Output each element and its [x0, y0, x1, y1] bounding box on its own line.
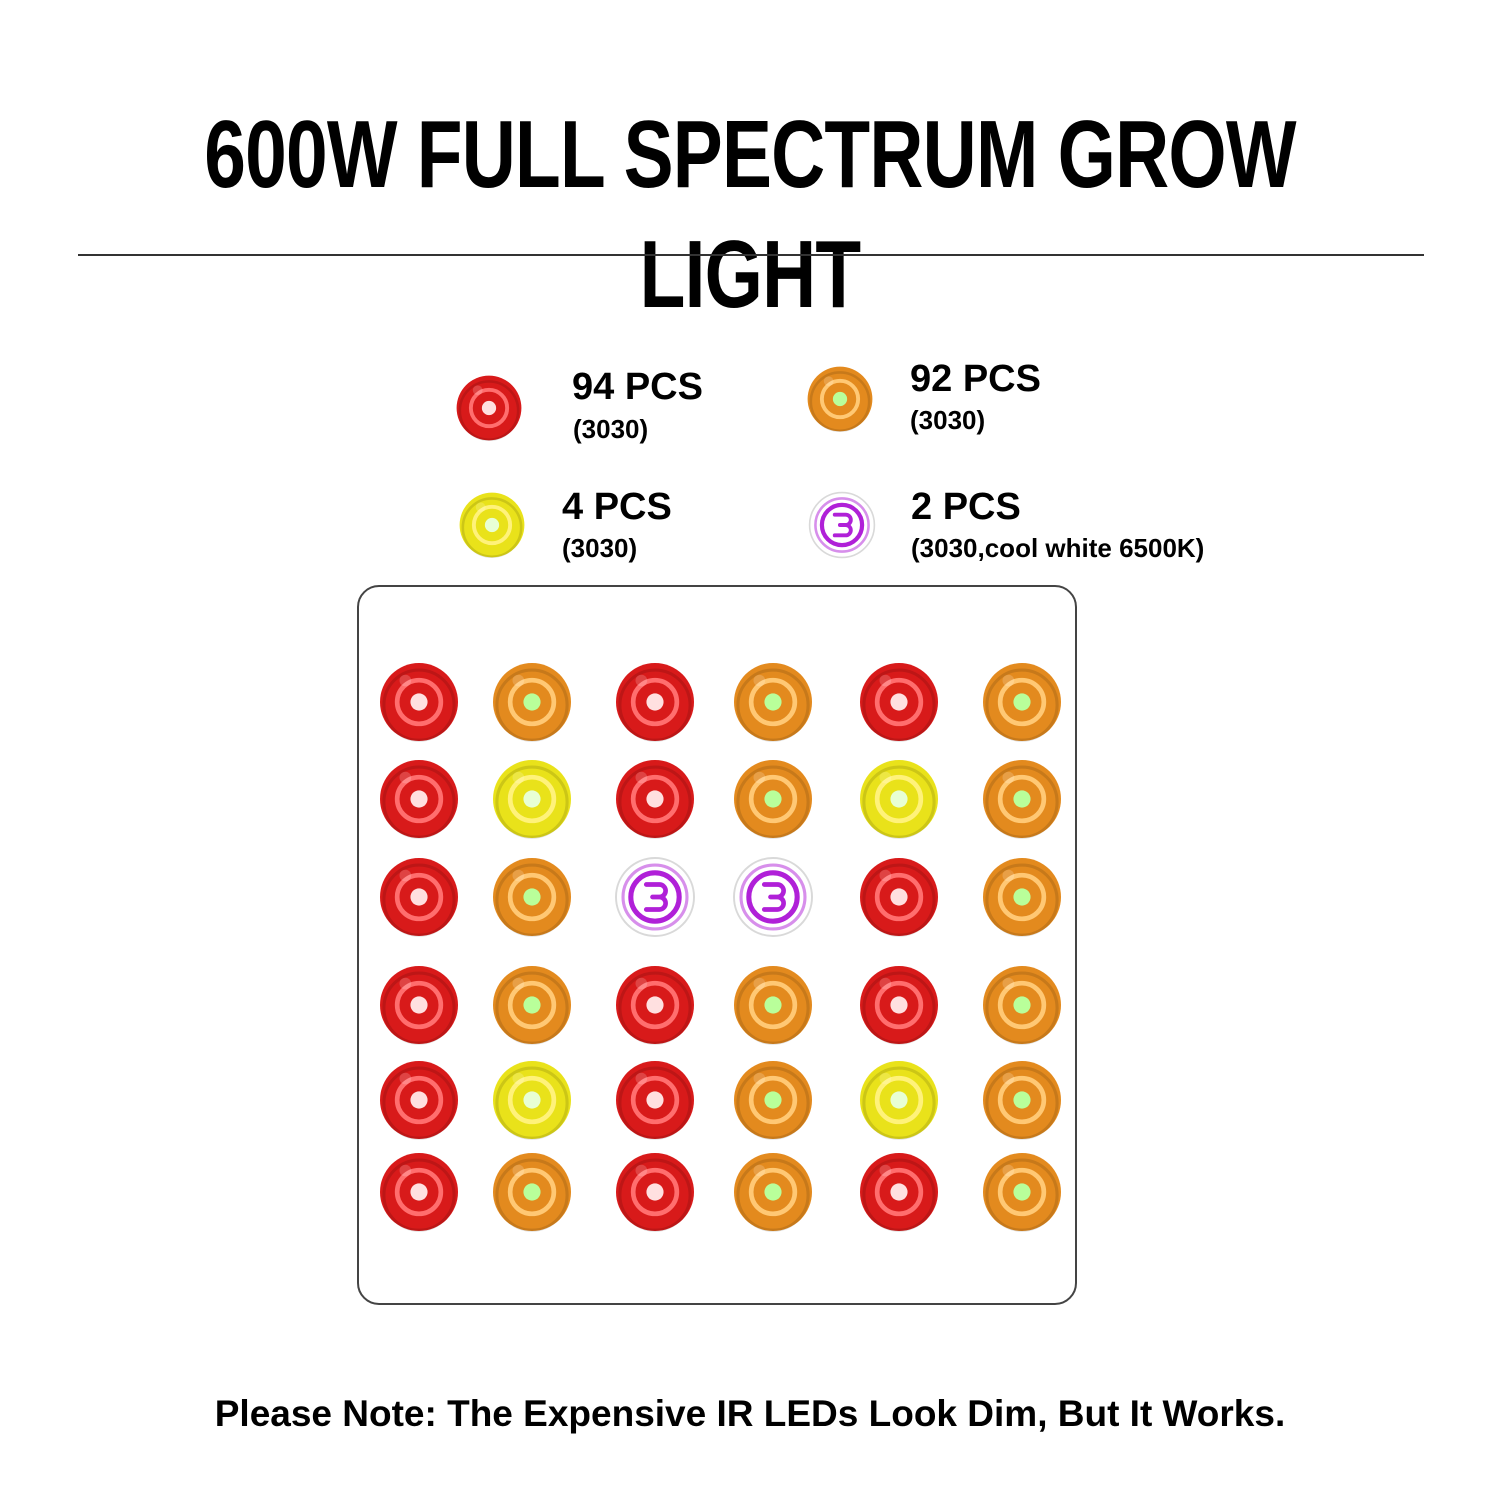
- red-led-icon: [380, 1153, 458, 1232]
- legend-spec-yellow: (3030): [562, 533, 638, 563]
- yellow-led-icon: [860, 1061, 938, 1140]
- orange-led-icon: [983, 760, 1061, 839]
- orange-led-icon: [807, 366, 873, 433]
- orange-led-icon: [983, 1153, 1061, 1232]
- cool-white-led-icon: [808, 491, 876, 559]
- legend-count-white: 2 PCS: [911, 486, 1021, 528]
- led-grid: [380, 663, 1061, 1232]
- legend-count-orange: 92 PCS: [910, 358, 1041, 400]
- footnote: Please Note: The Expensive IR LEDs Look …: [214, 1393, 1286, 1434]
- legend-count-yellow: 4 PCS: [562, 486, 672, 528]
- yellow-led-icon: [860, 760, 938, 839]
- yellow-led-icon: [493, 760, 571, 839]
- yellow-led-icon: [493, 1061, 571, 1140]
- red-led-icon: [380, 760, 458, 839]
- orange-led-icon: [493, 663, 571, 742]
- cool-white-led-icon: [733, 857, 813, 937]
- cool-white-led-icon: [615, 857, 695, 937]
- orange-led-icon: [983, 858, 1061, 937]
- legend-spec-white: (3030,cool white 6500K): [911, 533, 1205, 563]
- red-led-icon: [860, 663, 938, 742]
- orange-led-icon: [983, 966, 1061, 1045]
- led-panel: [357, 585, 1077, 1305]
- red-led-icon: [380, 966, 458, 1045]
- orange-led-icon: [734, 760, 812, 839]
- title-divider: [78, 254, 1424, 256]
- page-title: 600W FULL SPECTRUM GROW LIGHT: [204, 101, 1296, 328]
- legend-spec-orange: (3030): [910, 405, 986, 435]
- orange-led-icon: [734, 1153, 812, 1232]
- orange-led-icon: [983, 1061, 1061, 1140]
- legend-count-red: 94 PCS: [572, 366, 703, 408]
- orange-led-icon: [493, 858, 571, 937]
- orange-led-icon: [493, 966, 571, 1045]
- yellow-led-icon: [459, 492, 525, 559]
- orange-led-icon: [734, 663, 812, 742]
- red-led-icon: [616, 1153, 694, 1232]
- red-led-icon: [380, 1061, 458, 1140]
- red-led-icon: [860, 966, 938, 1045]
- red-led-icon: [616, 760, 694, 839]
- red-led-icon: [860, 858, 938, 937]
- legend-spec-red: (3030): [573, 414, 649, 444]
- orange-led-icon: [493, 1153, 571, 1232]
- red-led-icon: [380, 663, 458, 742]
- red-led-icon: [616, 1061, 694, 1140]
- red-led-icon: [456, 375, 522, 442]
- red-led-icon: [616, 663, 694, 742]
- orange-led-icon: [734, 966, 812, 1045]
- red-led-icon: [616, 966, 694, 1045]
- red-led-icon: [380, 858, 458, 937]
- orange-led-icon: [734, 1061, 812, 1140]
- orange-led-icon: [983, 663, 1061, 742]
- red-led-icon: [860, 1153, 938, 1232]
